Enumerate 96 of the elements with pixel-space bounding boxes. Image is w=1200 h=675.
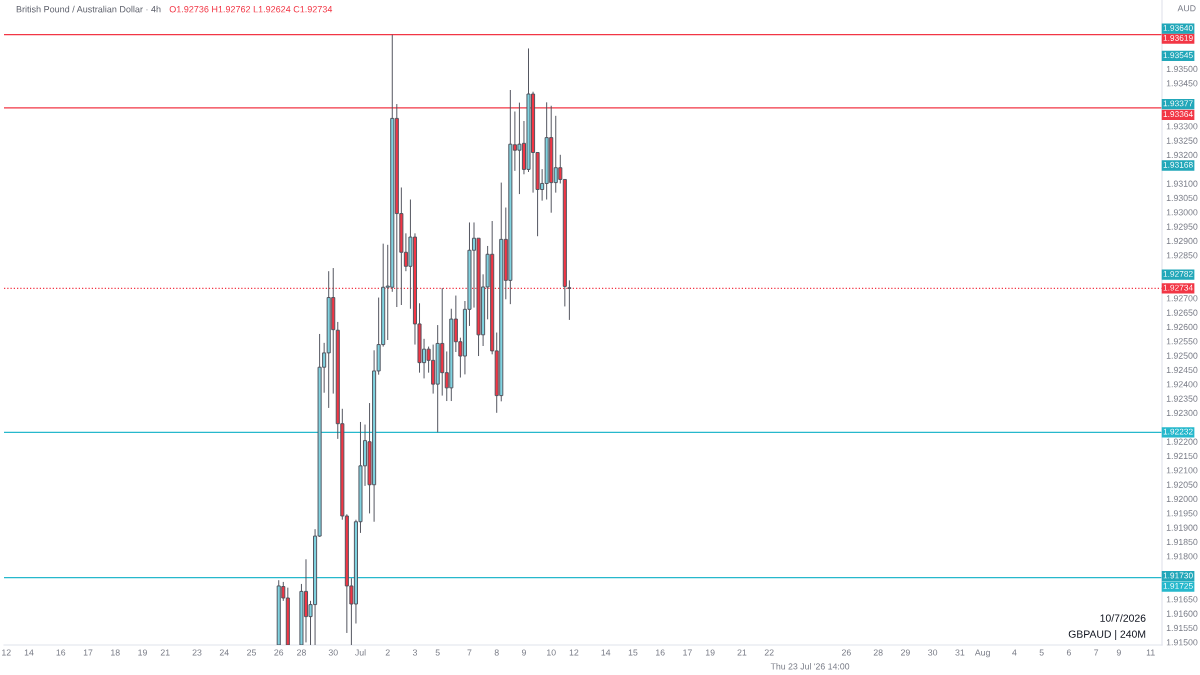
annotation: 1.92782: [1163, 270, 1193, 277]
x-tick-label: 31: [955, 649, 965, 656]
x-tick-label: 7: [467, 649, 472, 656]
y-tick-label: 1.92050: [1166, 481, 1198, 488]
y-tick-label: 1.92000: [1166, 495, 1198, 503]
annotation: 1.91730: [1163, 572, 1193, 579]
x-tick-label: 26: [274, 649, 284, 656]
x-tick-label: 6: [1066, 649, 1071, 656]
x-tick-label: 25: [247, 649, 256, 656]
ref-line-label: 1.92734: [1163, 284, 1193, 291]
candlestick: [517, 102, 522, 195]
x-tick-label: 15: [628, 649, 638, 656]
ref-line-label: 1.93364: [1163, 111, 1193, 118]
y-tick-label: 1.92300: [1166, 409, 1198, 417]
y-tick-label: 1.91800: [1166, 553, 1198, 560]
y-tick-label: 1.91650: [1166, 596, 1198, 603]
annotation: 10/7/2026: [1100, 614, 1146, 622]
x-tick-label: 7: [1094, 649, 1099, 656]
x-tick-label: Thu 23 Jul '26 14:00: [770, 663, 850, 670]
candlestick: [303, 558, 309, 643]
x-tick-label: 11: [1146, 649, 1155, 656]
x-tick-label: 30: [928, 649, 938, 656]
y-tick-label: 1.93450: [1166, 80, 1198, 87]
x-tick-label: 23: [192, 649, 202, 656]
y-tick-label: 1.92700: [1166, 295, 1198, 302]
x-tick-label: 30: [328, 649, 338, 656]
x-tick-label: 26: [841, 649, 851, 656]
y-tick-label: 1.92150: [1166, 452, 1198, 460]
y-tick-label: 1.92450: [1166, 366, 1198, 374]
y-tick-label: 1.92850: [1166, 252, 1198, 259]
x-tick-label: 19: [138, 649, 147, 656]
y-tick-label: 1.91900: [1166, 524, 1198, 531]
y-tick-label: 1.93200: [1166, 151, 1198, 159]
y-tick-label: 1.93500: [1166, 65, 1198, 73]
y-tick-label: 1.92500: [1166, 352, 1198, 359]
y-tick-label: 1.91600: [1166, 610, 1198, 617]
annotation: 1.93640: [1163, 25, 1193, 31]
x-tick-label: 2: [385, 649, 390, 656]
candlestick: [276, 579, 281, 645]
y-tick-label: 1.93000: [1166, 209, 1198, 216]
x-tick-label: 18: [111, 649, 120, 656]
annotation: 1.93377: [1163, 100, 1193, 107]
y-tick-label: 1.92350: [1166, 395, 1198, 402]
y-tick-label: 1.92950: [1166, 223, 1198, 230]
x-tick-label: 22: [764, 649, 774, 656]
annotation: O1.92736 H1.92762 L1.92624 C1.92734: [169, 6, 333, 13]
ref-line-label: 1.92232: [1163, 428, 1193, 435]
x-tick-label: 17: [83, 649, 93, 656]
annotation: GBPAUD | 240M: [1068, 630, 1146, 640]
x-tick-label: 29: [901, 649, 910, 656]
x-tick-label: Jul: [355, 649, 366, 656]
x-tick-label: 10: [547, 649, 556, 656]
y-tick-label: 1.92600: [1166, 323, 1198, 331]
x-tick-label: 12: [2, 649, 11, 656]
x-tick-label: 9: [521, 649, 526, 656]
y-tick-label: 1.93100: [1166, 180, 1198, 187]
x-tick-label: 28: [297, 649, 306, 656]
text: 1.93168: [1163, 161, 1193, 168]
x-tick-label: 5: [435, 649, 440, 656]
y-tick-label: 1.92100: [1166, 467, 1198, 474]
x-tick-label: 14: [24, 649, 34, 656]
x-tick-label: 12: [569, 649, 579, 656]
y-tick-label: 1.91850: [1166, 538, 1198, 546]
x-tick-label: 21: [160, 649, 170, 656]
y-tick-label: 1.93300: [1166, 123, 1198, 130]
x-tick-label: 17: [683, 649, 692, 656]
ref-line-label: 1.93619: [1163, 35, 1193, 41]
x-tick-label: 5: [1039, 649, 1044, 656]
x-tick-label: Aug: [974, 649, 990, 658]
x-tick-label: 16: [656, 649, 665, 656]
x-tick-label: 19: [705, 649, 715, 656]
y-tick-label: 1.92650: [1166, 309, 1198, 316]
candlestick: [508, 89, 513, 305]
x-tick-label: 21: [737, 649, 747, 656]
y-tick-label: 1.92900: [1166, 237, 1198, 245]
y-tick-label: 1.91950: [1166, 510, 1198, 517]
x-tick-label: 4: [1012, 649, 1017, 656]
candlestick: [326, 270, 331, 409]
y-tick-label: 1.91500: [1166, 639, 1198, 646]
text: British Pound / Australian Dollar · 4h: [16, 5, 161, 13]
x-tick-label: 14: [601, 649, 611, 656]
annotation: 1.93545: [1163, 52, 1193, 59]
x-tick-label: 24: [219, 649, 229, 656]
ref-line-label: 1.91725: [1163, 582, 1193, 589]
y-tick-label: 1.92400: [1166, 381, 1198, 388]
y-axis-title: AUD: [1177, 5, 1196, 12]
x-tick-label: 16: [56, 649, 66, 656]
y-tick-label: 1.93050: [1166, 194, 1198, 202]
y-tick-label: 1.92550: [1166, 338, 1198, 345]
y-tick-label: 1.92200: [1166, 438, 1198, 445]
y-tick-label: 1.93250: [1166, 137, 1198, 144]
x-tick-label: 3: [412, 649, 418, 656]
y-tick-label: 1.91550: [1166, 624, 1198, 632]
x-tick-label: 28: [873, 649, 883, 656]
x-tick-label: 9: [1116, 649, 1121, 656]
x-tick-label: 8: [494, 649, 499, 656]
